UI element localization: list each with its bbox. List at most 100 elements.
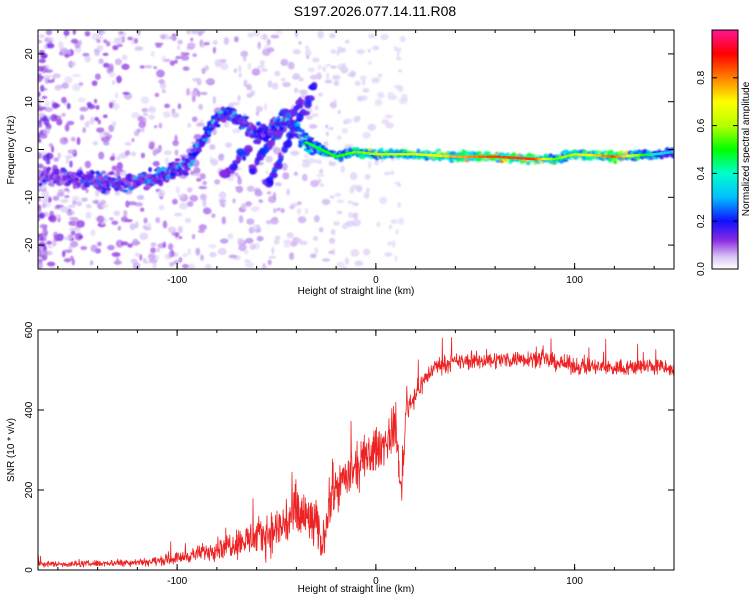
heatmap-noise-blob (221, 59, 226, 64)
spectrogram-x-ticks: -100 0 100 (57, 30, 655, 286)
heatmap-noise-blob (142, 112, 149, 116)
heatmap-noise-blob (267, 259, 272, 266)
heatmap-noise-blob (52, 73, 61, 79)
colorbar-gradient (711, 29, 739, 270)
heatmap-noise-blob (90, 260, 94, 266)
heatmap-streak-blob (282, 140, 292, 149)
heatmap-noise-blob (157, 189, 166, 197)
colorbar-tick-label: 0.6 (696, 118, 707, 132)
heatmap-noise-blob (40, 84, 45, 92)
heatmap-noise-blob (148, 258, 158, 264)
heatmap-noise-blob (114, 58, 123, 66)
heatmap-noise-blob (80, 197, 88, 202)
spectrogram-y-tick-label: 0 (24, 146, 35, 152)
heatmap-noise-blob (304, 153, 309, 159)
heatmap-noise-blob (191, 233, 196, 240)
heatmap-noise-blob (140, 96, 150, 105)
heatmap-noise-blob (134, 221, 139, 229)
heatmap-noise-blob (243, 79, 248, 87)
heatmap-noise-blob (309, 253, 317, 259)
heatmap-noise-blob (96, 39, 101, 44)
heatmap-noise-blob (238, 215, 244, 224)
heatmap-noise-blob (380, 33, 389, 41)
heatmap-ridge-blob (671, 153, 674, 157)
heatmap-noise-blob (374, 98, 383, 107)
heatmap-noise-blob (154, 147, 163, 151)
heatmap-noise-blob (51, 145, 55, 153)
heatmap-noise-blob (325, 131, 329, 137)
heatmap-noise-blob (246, 218, 255, 225)
heatmap-noise-blob (38, 107, 44, 112)
heatmap-noise-blob (362, 131, 371, 139)
heatmap-ridge-blob (54, 172, 60, 176)
heatmap-ridge-blob (276, 129, 282, 134)
heatmap-noise-blob (318, 92, 323, 97)
heatmap-noise-blob (76, 201, 82, 207)
heatmap-noise-blob (96, 127, 105, 133)
heatmap-noise-blob (398, 97, 408, 105)
heatmap-noise-blob (178, 257, 183, 263)
heatmap-noise-blob (63, 30, 70, 36)
heatmap-noise-blob (325, 72, 330, 80)
heatmap-ridge-blob (54, 168, 60, 174)
heatmap-noise-blob (93, 98, 98, 104)
heatmap-streak-blob (300, 110, 311, 116)
heatmap-noise-blob (309, 74, 318, 80)
heatmap-noise-blob (191, 30, 199, 35)
heatmap-noise-blob (271, 246, 275, 255)
heatmap-noise-blob (100, 136, 110, 143)
heatmap-noise-blob (330, 49, 337, 54)
heatmap-noise-blob (289, 205, 295, 210)
heatmap-noise-blob (134, 46, 144, 51)
heatmap-noise-blob (204, 263, 212, 269)
heatmap-noise-blob (267, 80, 273, 88)
heatmap-noise-blob (259, 60, 265, 66)
heatmap-noise-blob (84, 55, 91, 63)
heatmap-noise-blob (130, 151, 137, 157)
heatmap-noise-blob (60, 206, 69, 213)
heatmap-noise-blob (237, 175, 241, 180)
heatmap-noise-blob (214, 59, 222, 68)
heatmap-noise-blob (290, 150, 300, 156)
heatmap-noise-blob (379, 196, 388, 205)
heatmap-noise-blob (178, 202, 188, 210)
snr-y-axis-label: SNR (10 * v/v) (6, 418, 17, 482)
heatmap-noise-blob (228, 254, 237, 259)
heatmap-noise-blob (300, 89, 309, 96)
heatmap-noise-blob (44, 69, 53, 73)
heatmap-noise-blob (198, 186, 208, 190)
snr-panel: -100 0 100 0 200 400 600 Height of straight l… (6, 321, 675, 595)
heatmap-noise-blob (349, 172, 358, 181)
heatmap-noise-blob (312, 235, 319, 242)
heatmap-noise-blob (140, 127, 145, 133)
spectrogram-y-axis-label: Frequency (Hz) (6, 116, 17, 185)
heatmap-noise-blob (212, 96, 217, 104)
heatmap-noise-blob (359, 75, 367, 81)
heatmap-noise-blob (140, 207, 145, 212)
heatmap-noise-blob (397, 47, 402, 52)
heatmap-noise-blob (45, 30, 53, 36)
heatmap-noise-blob (186, 87, 191, 96)
snr-x-tick-label: -100 (167, 576, 187, 587)
snr-y-tick-label: 600 (24, 321, 35, 338)
heatmap-noise-blob (340, 66, 349, 74)
heatmap-noise-blob (187, 247, 191, 256)
heatmap-noise-blob (187, 263, 196, 269)
heatmap-noise-blob (349, 187, 355, 194)
heatmap-noise-blob (211, 213, 216, 218)
heatmap-noise-blob (38, 209, 42, 214)
heatmap-noise-blob (336, 199, 345, 203)
heatmap-noise-blob (64, 187, 69, 192)
heatmap-noise-blob (266, 191, 272, 195)
heatmap-ridge-blob (525, 160, 531, 166)
heatmap-noise-blob (396, 56, 402, 61)
heatmap-ridge-blob (49, 182, 55, 187)
heatmap-noise-blob (263, 44, 268, 50)
heatmap-noise-blob (296, 201, 302, 206)
heatmap-ridge-blob (244, 116, 250, 120)
heatmap-noise-blob (38, 248, 42, 257)
heatmap-noise-blob (139, 232, 149, 241)
heatmap-noise-blob (158, 204, 165, 211)
heatmap-noise-blob (70, 230, 76, 236)
heatmap-noise-blob (234, 36, 239, 43)
